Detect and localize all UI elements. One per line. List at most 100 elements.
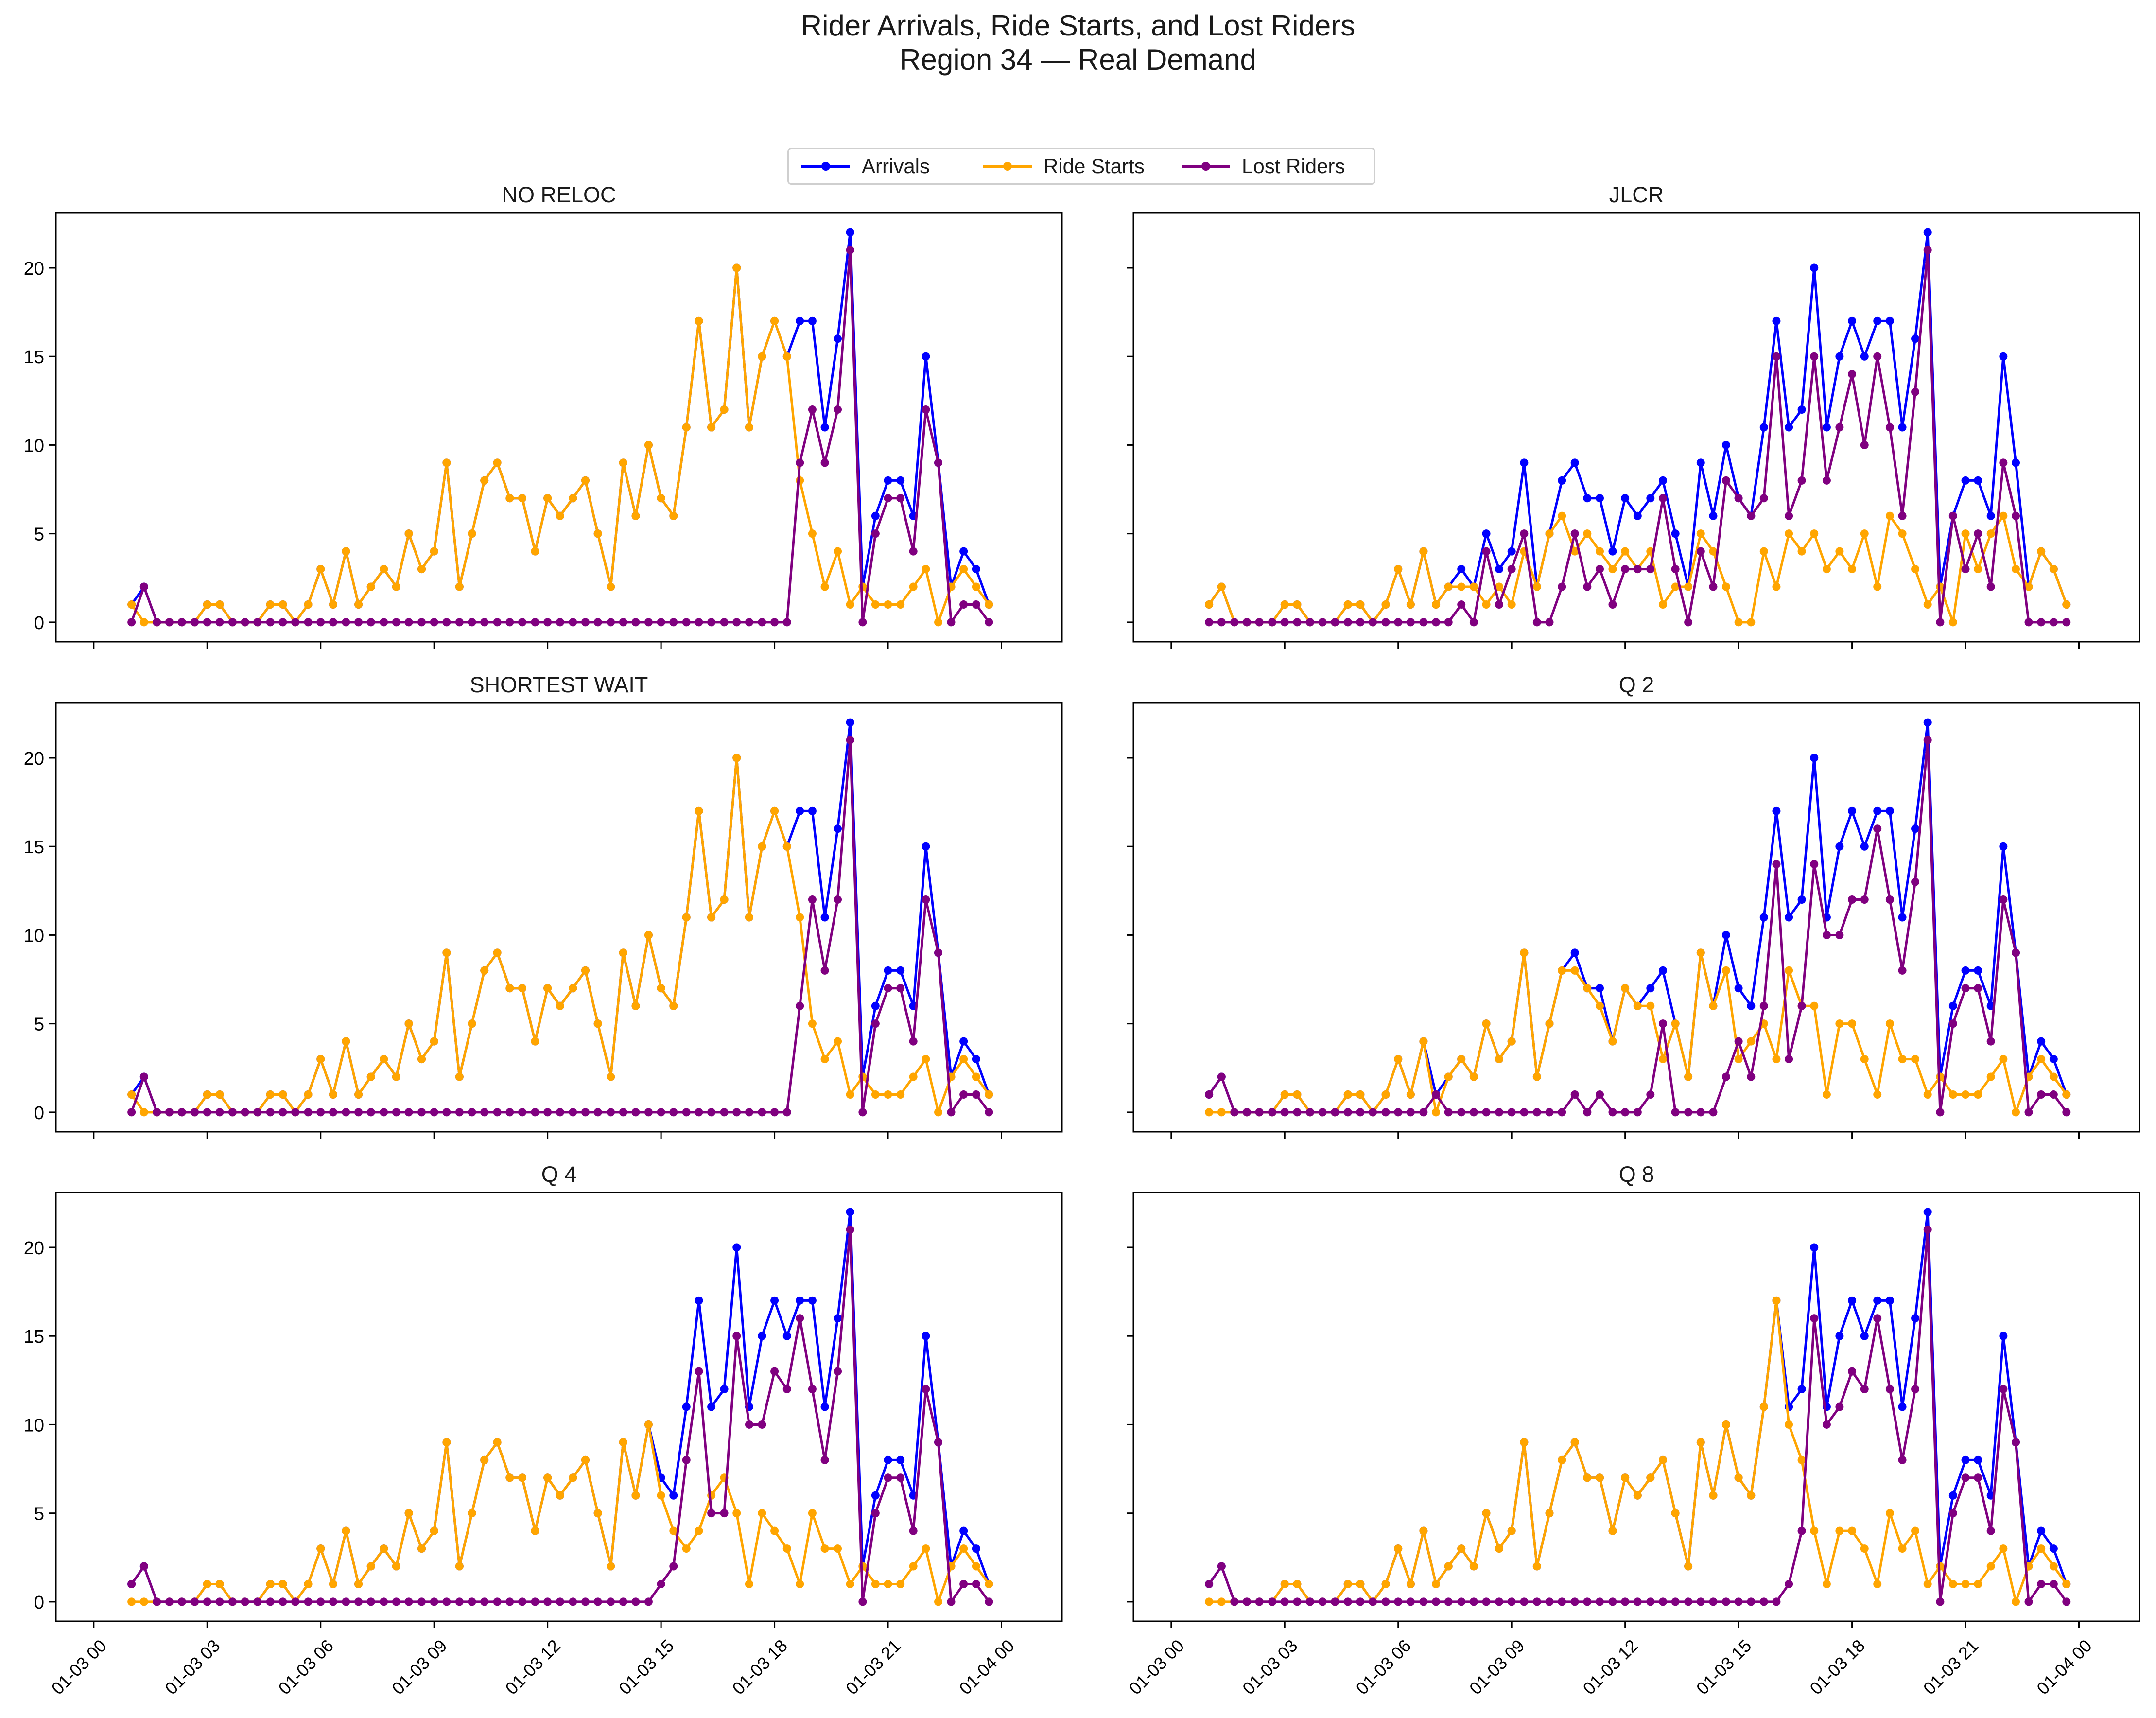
point-lost-riders [1797,1526,1806,1535]
point-lost-riders [1658,1597,1667,1606]
y-tick-label: 15 [24,347,44,368]
point-ride-starts [1873,1090,1882,1099]
point-lost-riders [1621,1597,1630,1606]
point-lost-riders [896,1473,905,1482]
point-lost-riders [607,618,615,627]
point-lost-riders [1948,511,1957,520]
point-lost-riders [1280,618,1289,627]
point-lost-riders [871,529,880,538]
point-ride-starts [657,1491,665,1500]
figure-title-line-2: Region 34 — Real Demand [900,43,1256,76]
point-ride-starts [1444,1072,1453,1081]
point-ride-starts [745,913,753,922]
point-lost-riders [266,1108,275,1117]
point-lost-riders [695,618,703,627]
point-lost-riders [846,246,854,255]
point-ride-starts [1873,582,1882,591]
point-lost-riders [758,1108,766,1117]
point-lost-riders [430,618,438,627]
point-lost-riders [1419,1597,1428,1606]
point-lost-riders [278,1597,287,1606]
point-lost-riders [1709,1597,1718,1606]
point-lost-riders [1482,1108,1491,1117]
point-lost-riders [1331,1108,1339,1117]
point-lost-riders [720,618,729,627]
point-lost-riders [291,618,300,627]
point-ride-starts [707,913,716,922]
point-lost-riders [354,618,363,627]
point-ride-starts [820,1544,829,1553]
point-arrivals [1961,476,1970,485]
point-lost-riders [493,1597,502,1606]
point-ride-starts [1999,1544,2008,1553]
point-ride-starts [1558,1455,1566,1464]
point-arrivals [1583,494,1592,503]
point-lost-riders [1684,1597,1693,1606]
x-tick-label: 01-03 00 [1125,1635,1188,1698]
point-lost-riders [1419,618,1428,627]
point-lost-riders [1242,1108,1251,1117]
point-arrivals [1482,529,1491,538]
point-ride-starts [593,529,602,538]
point-lost-riders [1721,1072,1730,1081]
point-lost-riders [1822,1420,1831,1429]
point-lost-riders [455,618,464,627]
point-lost-riders [631,1108,640,1117]
axes-frame [1132,1192,2140,1622]
point-ride-starts [354,1090,363,1099]
point-lost-riders [1785,1579,1793,1588]
point-ride-starts [569,984,577,993]
point-ride-starts [442,458,451,467]
point-lost-riders [1671,1108,1680,1117]
point-lost-riders [127,1579,136,1588]
point-ride-starts [1457,1544,1466,1553]
point-ride-starts [1848,1526,1857,1535]
point-ride-starts [215,1090,224,1099]
point-ride-starts [909,1562,918,1571]
point-ride-starts [1633,1001,1642,1010]
point-lost-riders [1482,547,1491,556]
y-tick-label: 20 [24,259,44,279]
point-lost-riders [165,618,174,627]
point-arrivals [1860,352,1869,361]
line-lost-riders [1208,739,2068,1114]
point-lost-riders [253,618,262,627]
point-ride-starts [972,582,980,591]
point-lost-riders [1835,1402,1844,1411]
point-lost-riders [1860,1385,1869,1394]
point-ride-starts [505,1473,514,1482]
point-arrivals [1596,494,1604,503]
point-lost-riders [1545,1108,1554,1117]
point-lost-riders [732,618,741,627]
point-lost-riders [1911,387,1920,396]
point-lost-riders [1482,1597,1491,1606]
point-lost-riders [1785,1055,1793,1064]
point-arrivals [1911,824,1920,833]
point-lost-riders [1785,511,1793,520]
point-ride-starts [417,1544,426,1553]
series-lost-riders-q-2 [1205,736,2071,1117]
point-lost-riders [947,618,956,627]
point-ride-starts [1911,1526,1920,1535]
point-lost-riders [770,1367,779,1376]
point-ride-starts [531,1037,539,1046]
point-lost-riders [354,1108,363,1117]
point-lost-riders [1772,1597,1781,1606]
point-lost-riders [581,618,590,627]
point-ride-starts [1974,565,1982,574]
point-lost-riders [556,1108,564,1117]
panel-title-q-2: Q 2 [1619,672,1654,697]
point-ride-starts [316,565,325,574]
point-lost-riders [1305,1108,1314,1117]
point-lost-riders [1343,1597,1352,1606]
point-lost-riders [846,736,854,745]
point-ride-starts [518,984,527,993]
point-ride-starts [366,1562,375,1571]
point-ride-starts [2012,1108,2020,1117]
x-tick-label: 01-03 15 [1692,1635,1755,1698]
point-lost-riders [177,618,186,627]
series-lost-riders-no-reloc [127,246,993,627]
point-ride-starts [1785,966,1793,975]
point-lost-riders [1948,1509,1957,1518]
point-ride-starts [732,1509,741,1518]
